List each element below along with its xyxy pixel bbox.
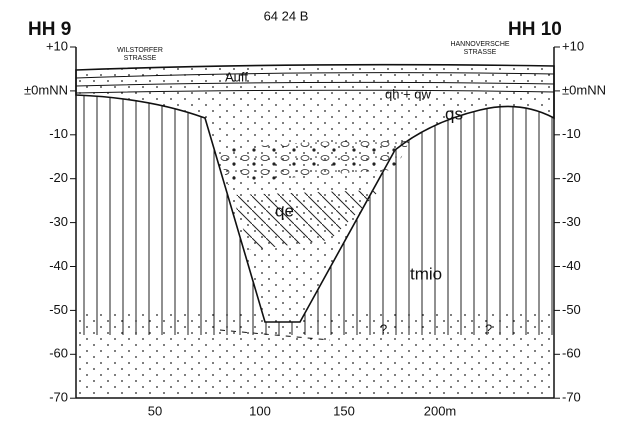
- unit-label: qh + qw: [385, 86, 432, 101]
- left-tick-label: -20: [49, 170, 68, 185]
- left-tick-label: -60: [49, 346, 68, 361]
- x-tick-label: 200m: [424, 403, 457, 418]
- right-tick-label: -70: [562, 390, 581, 405]
- unit-label: ?: [380, 321, 387, 336]
- till-layer: [232, 190, 380, 250]
- right-well: HH 10: [508, 19, 562, 40]
- gravel-layer: [218, 140, 410, 185]
- right-tick-label: -10: [562, 126, 581, 141]
- unit-label: qe: [275, 201, 294, 220]
- right-tick-label: -60: [562, 346, 581, 361]
- left-tick-label: ±0mNN: [24, 82, 68, 97]
- unit-label: Auff: [225, 69, 248, 84]
- unit-label: tmio: [410, 264, 442, 283]
- left-well: HH 9: [28, 19, 71, 40]
- left-tick-label: -70: [49, 390, 68, 405]
- unit-label: qs: [445, 104, 463, 123]
- right-tick-label: -30: [562, 214, 581, 229]
- left-tick-label: -50: [49, 302, 68, 317]
- unit-label: ?: [485, 321, 492, 336]
- street-left: STRASSE: [124, 55, 157, 62]
- x-tick-label: 100: [249, 403, 271, 418]
- left-tick-label: -30: [49, 214, 68, 229]
- strata: [75, 47, 555, 399]
- right-tick-label: +10: [562, 38, 584, 53]
- axes: +10 ±0mNN -10 -20 -30 -40 -50 -60 -70 +10 ±0mNN -10…: [24, 38, 606, 418]
- right-tick-label: -50: [562, 302, 581, 317]
- left-tick-label: -40: [49, 258, 68, 273]
- diag-base: [219, 329, 331, 341]
- x-tick-label: 150: [333, 403, 355, 418]
- left-tick-label: -10: [49, 126, 68, 141]
- right-tick-label: ±0mNN: [562, 82, 606, 97]
- street-right: STRASSE: [464, 49, 497, 56]
- right-tick-label: -40: [562, 258, 581, 273]
- surface-lines: [75, 72, 555, 94]
- street-right: HANNOVERSCHE: [450, 41, 509, 48]
- sheet-label: 64 24 B: [264, 8, 309, 23]
- right-tick-label: -20: [562, 170, 581, 185]
- x-tick-label: 50: [148, 403, 162, 418]
- street-left: WILSTORFER: [117, 47, 163, 54]
- left-tick-label: +10: [46, 38, 68, 53]
